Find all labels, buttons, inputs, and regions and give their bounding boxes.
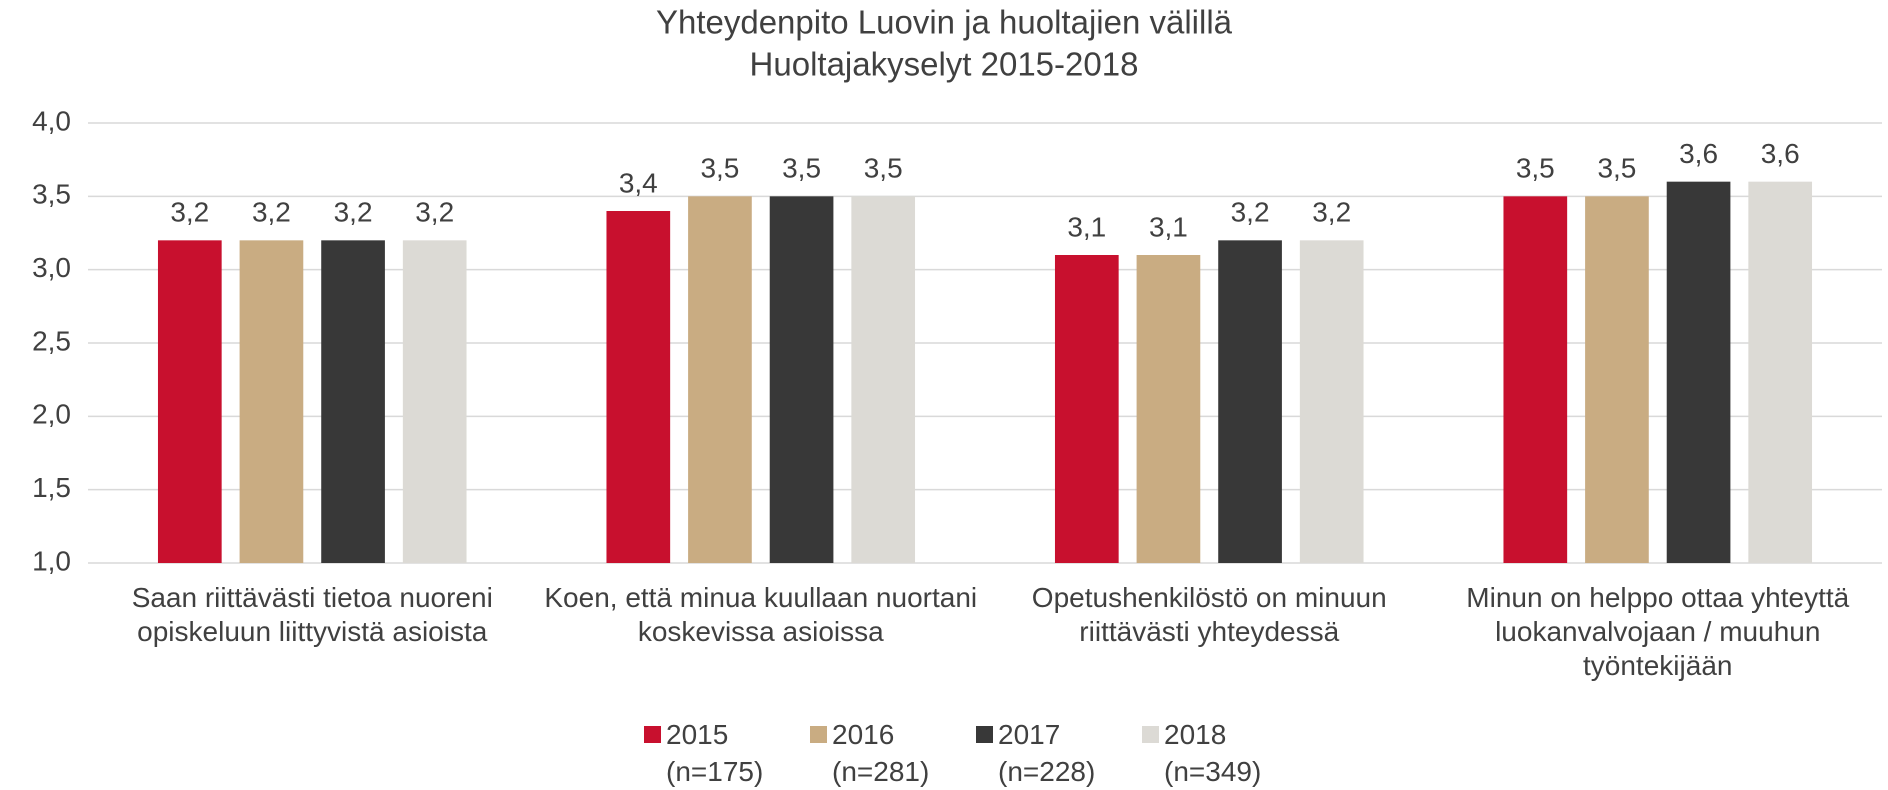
bar <box>1300 240 1364 563</box>
value-label: 3,2 <box>170 197 209 228</box>
value-label: 3,2 <box>334 197 373 228</box>
bar <box>1137 255 1201 563</box>
legend-label: 2018 (n=349) <box>1164 716 1284 790</box>
legend-swatch <box>976 726 993 743</box>
bar <box>1055 255 1119 563</box>
value-label: 3,6 <box>1761 138 1800 169</box>
x-tick-label: Opetushenkilöstö on minuun riittävästi y… <box>975 581 1444 649</box>
value-label: 3,2 <box>1312 197 1351 228</box>
legend-swatch <box>644 726 661 743</box>
value-label: 3,1 <box>1149 211 1188 242</box>
y-tick-label: 1,0 <box>32 545 71 576</box>
chart-subtitle: Huoltajakyselyt 2015-2018 <box>750 46 1139 83</box>
y-tick-label: 3,0 <box>32 252 71 283</box>
value-label: 3,4 <box>619 167 658 198</box>
bar <box>321 240 385 563</box>
value-label: 3,2 <box>415 197 454 228</box>
bar <box>403 240 467 563</box>
value-label: 3,5 <box>1516 153 1555 184</box>
value-label: 3,6 <box>1679 138 1718 169</box>
bar <box>1748 182 1812 563</box>
legend-label: 2016 (n=281) <box>832 716 952 790</box>
value-label: 3,5 <box>700 153 739 184</box>
bar <box>688 196 752 563</box>
x-tick-label: Minun on helppo ottaa yhteyttä luokanval… <box>1424 581 1888 683</box>
bar <box>1503 196 1567 563</box>
bar <box>1585 196 1649 563</box>
legend-swatch <box>810 726 827 743</box>
bar <box>1218 240 1282 563</box>
legend-label: 2017 (n=228) <box>998 716 1118 790</box>
chart-title: Yhteydenpito Luovin ja huoltajien välill… <box>656 4 1233 41</box>
y-tick-label: 3,5 <box>32 179 71 210</box>
value-label: 3,2 <box>252 197 291 228</box>
value-label: 3,2 <box>1231 197 1270 228</box>
y-tick-label: 2,0 <box>32 399 71 430</box>
value-label: 3,5 <box>1597 153 1636 184</box>
legend-swatch <box>1142 726 1159 743</box>
y-tick-label: 4,0 <box>32 105 71 136</box>
value-label: 3,5 <box>782 153 821 184</box>
bar <box>1667 182 1731 563</box>
legend-label: 2015 (n=175) <box>666 716 786 790</box>
x-tick-label: Saan riittävästi tietoa nuoreni opiskelu… <box>78 581 547 649</box>
y-tick-label: 2,5 <box>32 325 71 356</box>
value-label: 3,1 <box>1067 211 1106 242</box>
bar <box>240 240 304 563</box>
bar <box>158 240 222 563</box>
bar <box>606 211 670 563</box>
bar <box>851 196 915 563</box>
x-tick-label: Koen, että minua kuullaan nuortani koske… <box>527 581 996 649</box>
y-tick-label: 1,5 <box>32 472 71 503</box>
value-label: 3,5 <box>864 153 903 184</box>
bar <box>770 196 834 563</box>
